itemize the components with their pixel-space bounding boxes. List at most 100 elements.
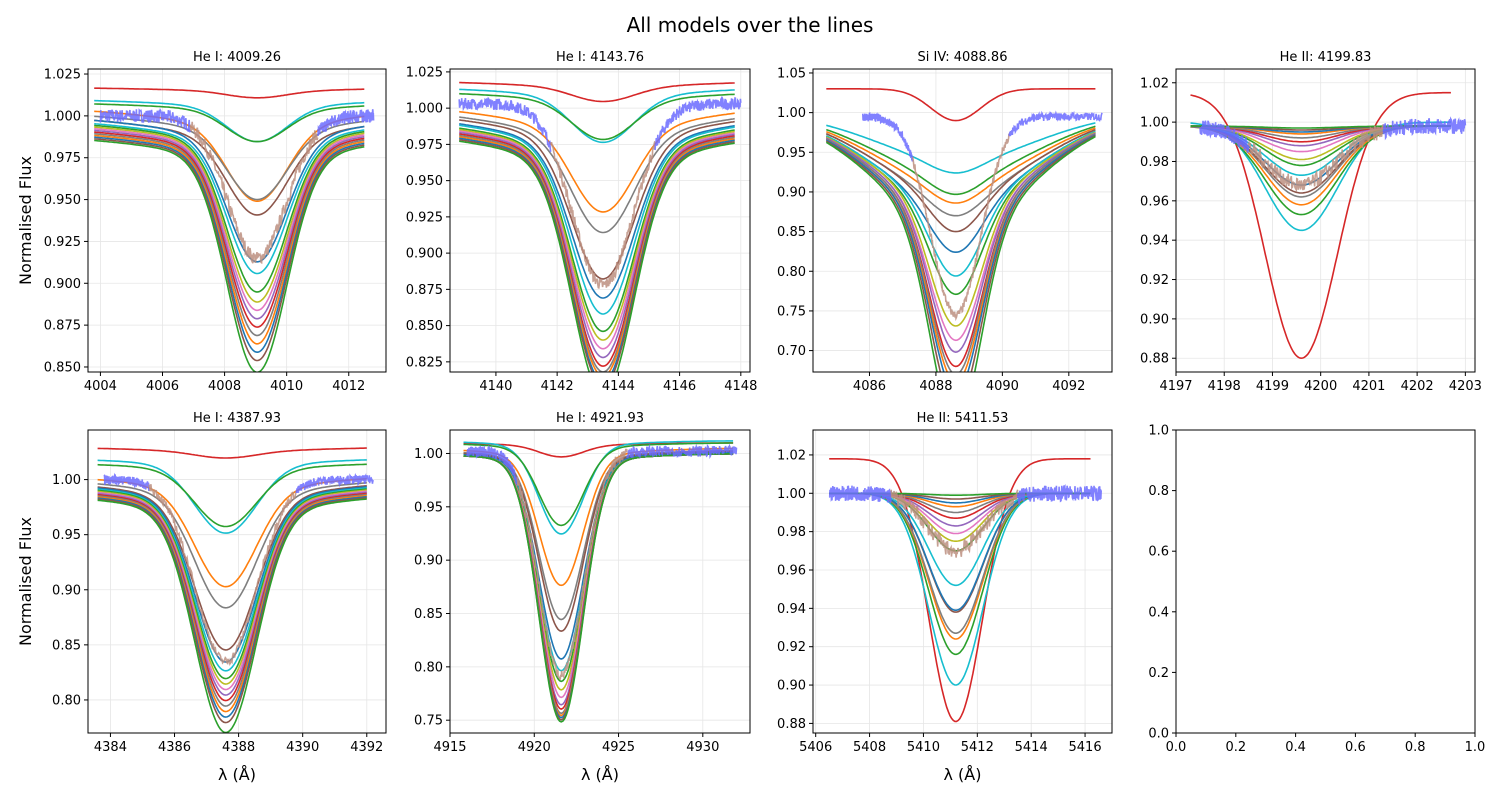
model-line-2 bbox=[826, 122, 1096, 174]
y-tick-label: 0.875 bbox=[44, 319, 81, 334]
panel-title: He I: 4387.93 bbox=[193, 411, 281, 426]
panel-6: 4915 4920 4925 4930 0.75 0.80 0.85 0.90 0.95 1.00… bbox=[414, 411, 751, 784]
plot-area bbox=[828, 458, 1102, 723]
y-tick-label: 0.975 bbox=[44, 151, 81, 166]
x-tick-label: 4008 bbox=[208, 379, 241, 394]
y-tick-label: 1.025 bbox=[406, 65, 443, 80]
y-tick-label: 0.950 bbox=[406, 174, 443, 189]
model-line-7 bbox=[829, 492, 1091, 611]
observed-spectrum-1 bbox=[458, 96, 552, 153]
model-line-15 bbox=[459, 136, 735, 372]
model-line-15 bbox=[97, 494, 367, 713]
observed-spectrum-2 bbox=[890, 489, 1019, 558]
panel-title: He II: 5411.53 bbox=[917, 411, 1009, 426]
model-line-18 bbox=[825, 135, 1096, 372]
panel-5: 4384 4386 4388 4390 4392 0.80 0.85 0.90 0.95 1.00… bbox=[16, 411, 387, 784]
model-line-5 bbox=[97, 482, 367, 609]
x-tick-label: 4092 bbox=[1052, 379, 1085, 394]
y-tick-label: 0.850 bbox=[44, 360, 81, 375]
panel-title: He I: 4009.26 bbox=[193, 50, 281, 65]
y-tick-label: 1.00 bbox=[777, 487, 806, 502]
model-line-6 bbox=[829, 492, 1091, 613]
y-tick-label: 0.90 bbox=[52, 583, 81, 598]
x-tick-label: 4203 bbox=[1449, 379, 1482, 394]
y-tick-label: 0.90 bbox=[777, 185, 806, 200]
y-tick-label: 0.2 bbox=[1148, 666, 1169, 681]
observed-spectrum-3 bbox=[317, 109, 375, 136]
observed-spectrum-3 bbox=[1382, 116, 1467, 141]
y-tick-label: 0.98 bbox=[777, 525, 806, 540]
model-line-8 bbox=[94, 122, 365, 275]
model-line-9 bbox=[97, 488, 367, 680]
model-line-6 bbox=[459, 119, 735, 280]
y-tick-label: 1.00 bbox=[777, 106, 806, 121]
x-tick-label: 4142 bbox=[541, 379, 574, 394]
model-line-10 bbox=[94, 126, 365, 303]
observed-spectrum-3 bbox=[295, 472, 374, 494]
x-tick-label: 4148 bbox=[724, 379, 757, 394]
model-line-2 bbox=[94, 99, 365, 143]
axes-frame bbox=[812, 68, 1113, 373]
y-tick-label: 0.925 bbox=[44, 235, 81, 250]
model-line-14 bbox=[825, 133, 1096, 372]
observed-spectrum-3 bbox=[654, 95, 742, 151]
x-tick-label: 4386 bbox=[158, 740, 191, 755]
axes-frame bbox=[1175, 429, 1476, 734]
model-line-14 bbox=[94, 133, 365, 337]
model-line-2 bbox=[97, 459, 367, 534]
y-tick-label: 0.96 bbox=[1140, 194, 1169, 209]
observed-spectrum-2 bbox=[550, 140, 656, 290]
model-line-6 bbox=[97, 485, 367, 651]
x-tick-label: 4140 bbox=[479, 379, 512, 394]
model-line-1 bbox=[829, 458, 1091, 723]
y-tick-label: 0.825 bbox=[406, 355, 443, 370]
panel-1: 4004 4006 4008 4010 4012 0.850 0.875 0.900 0.925… bbox=[16, 50, 387, 394]
model-line-16 bbox=[97, 496, 367, 718]
axes-frame bbox=[87, 429, 387, 734]
observed-spectrum-1 bbox=[828, 485, 892, 504]
axes-frame bbox=[449, 429, 751, 734]
x-tick-label: 4915 bbox=[433, 740, 466, 755]
plot-area bbox=[463, 440, 738, 723]
plot-area bbox=[97, 447, 374, 733]
axes-frame bbox=[812, 429, 1113, 734]
x-tick-label: 5416 bbox=[1069, 740, 1102, 755]
y-tick-label: 1.00 bbox=[414, 447, 443, 462]
x-tick-label: 4012 bbox=[332, 379, 365, 394]
x-tick-label: 5410 bbox=[907, 740, 940, 755]
y-axis-label: Normalised Flux bbox=[16, 517, 35, 646]
model-line-17 bbox=[97, 497, 367, 724]
y-tick-label: 0.975 bbox=[406, 138, 443, 153]
model-line-17 bbox=[459, 139, 735, 372]
model-line-8 bbox=[97, 487, 367, 672]
y-tick-label: 0.950 bbox=[44, 193, 81, 208]
model-line-12 bbox=[97, 491, 367, 696]
x-tick-label: 5408 bbox=[853, 740, 886, 755]
model-line-16 bbox=[94, 136, 365, 354]
y-tick-label: 0.900 bbox=[406, 247, 443, 262]
y-tick-label: 0.80 bbox=[52, 693, 81, 708]
x-tick-label: 4090 bbox=[986, 379, 1019, 394]
model-line-10 bbox=[97, 489, 367, 685]
model-line-5 bbox=[459, 116, 735, 234]
axes-frame bbox=[449, 68, 751, 373]
x-tick-label: 4199 bbox=[1256, 379, 1289, 394]
observed-spectrum-2 bbox=[189, 121, 319, 265]
observed-spectrum-3 bbox=[1016, 484, 1102, 505]
y-tick-label: 0.94 bbox=[1140, 234, 1169, 249]
y-tick-label: 1.02 bbox=[1140, 76, 1169, 91]
panel-title: He I: 4921.93 bbox=[556, 411, 644, 426]
axes-frame bbox=[1175, 68, 1476, 373]
y-tick-label: 1.05 bbox=[777, 66, 806, 81]
y-tick-label: 0.92 bbox=[1140, 273, 1169, 288]
panel-4: 4197 4198 4199 4200 4201 4202 4203 0.88 0.90 0.92… bbox=[1140, 50, 1482, 394]
x-tick-label: 4010 bbox=[270, 379, 303, 394]
observed-spectrum-2 bbox=[516, 448, 628, 680]
y-tick-label: 0.8 bbox=[1148, 484, 1169, 499]
observed-spectrum-1 bbox=[99, 108, 192, 134]
model-line-17 bbox=[825, 135, 1096, 372]
model-line-4 bbox=[459, 110, 735, 213]
model-line-2 bbox=[829, 492, 1091, 686]
x-tick-label: 4390 bbox=[286, 740, 319, 755]
